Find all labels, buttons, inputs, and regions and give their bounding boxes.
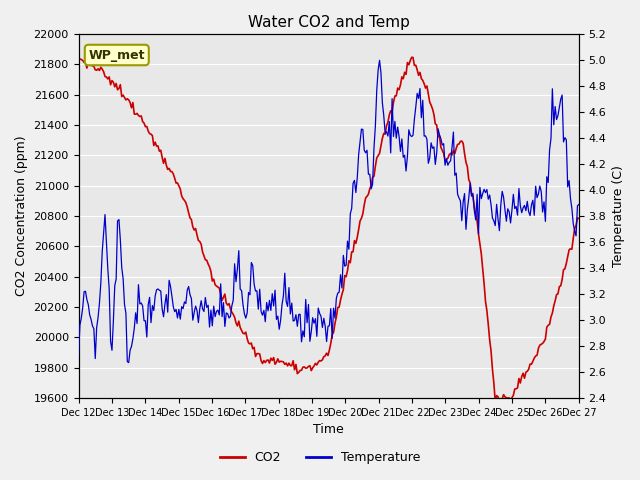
Y-axis label: Temperature (C): Temperature (C) bbox=[612, 165, 625, 267]
X-axis label: Time: Time bbox=[314, 423, 344, 436]
Text: WP_met: WP_met bbox=[88, 48, 145, 61]
Title: Water CO2 and Temp: Water CO2 and Temp bbox=[248, 15, 410, 30]
Legend: CO2, Temperature: CO2, Temperature bbox=[214, 446, 426, 469]
Y-axis label: CO2 Concentration (ppm): CO2 Concentration (ppm) bbox=[15, 136, 28, 296]
